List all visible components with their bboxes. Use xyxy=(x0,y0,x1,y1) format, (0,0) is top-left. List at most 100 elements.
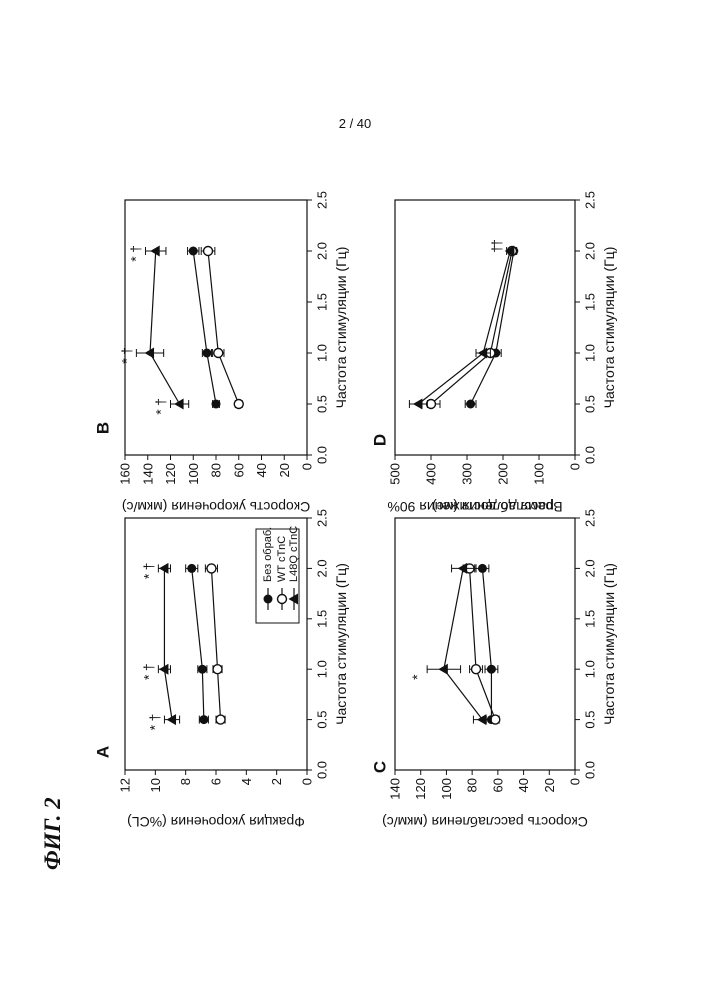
y-tick-label: 120 xyxy=(163,463,178,485)
panel-a-chart: 0.00.51.01.52.02.5024681012Частота стиму… xyxy=(94,509,350,830)
y-tick-label: 80 xyxy=(209,463,224,477)
panel-label: B xyxy=(94,422,113,434)
x-tick-label: 0.5 xyxy=(583,395,598,413)
y-tick-label: 8 xyxy=(178,778,193,785)
x-axis-title: Частота стимуляции (Гц) xyxy=(333,247,349,409)
x-tick-label: 1.0 xyxy=(583,660,598,678)
panel-label: A xyxy=(94,746,113,758)
x-tick-label: 0.0 xyxy=(315,446,330,464)
significance-dagger: † xyxy=(153,398,169,406)
marker-open-circle xyxy=(472,665,481,674)
y-tick-label: 6 xyxy=(209,778,224,785)
x-tick-label: 2.5 xyxy=(315,191,330,209)
marker-filled-circle xyxy=(212,400,221,409)
marker-filled-triangle xyxy=(174,399,184,410)
series-line xyxy=(444,568,483,719)
x-tick-label: 2.0 xyxy=(583,559,598,577)
significance-dagger: † xyxy=(146,714,162,722)
y-tick-label: 20 xyxy=(542,778,557,792)
marker-filled-circle xyxy=(198,665,207,674)
series-line xyxy=(164,568,172,719)
y-tick-label: 400 xyxy=(424,463,439,485)
x-tick-label: 1.5 xyxy=(315,610,330,628)
marker-filled-circle xyxy=(199,715,208,724)
x-tick-label: 2.5 xyxy=(583,191,598,209)
marker-open-circle xyxy=(204,247,213,256)
y-tick-label: 60 xyxy=(231,463,246,477)
y-tick-label: 160 xyxy=(118,463,133,485)
marker-open-circle xyxy=(213,665,222,674)
x-tick-label: 2.5 xyxy=(583,509,598,527)
significance-dagger: † xyxy=(489,245,505,253)
y-tick-label: 140 xyxy=(140,463,155,485)
y-tick-label: 0 xyxy=(568,778,583,785)
marker-filled-circle xyxy=(187,564,196,573)
x-tick-label: 2.0 xyxy=(315,559,330,577)
legend-label: Без обраб. xyxy=(262,527,274,582)
marker-open-circle xyxy=(234,400,243,409)
marker-filled-circle xyxy=(264,595,273,604)
y-tick-label: 100 xyxy=(439,778,454,800)
significance-star: * xyxy=(409,674,425,680)
y-tick-label: 40 xyxy=(254,463,269,477)
marker-filled-circle xyxy=(466,400,475,409)
marker-filled-circle xyxy=(478,564,487,573)
significance-dagger: † xyxy=(127,245,143,253)
y-tick-label: 80 xyxy=(465,778,480,792)
marker-filled-triangle xyxy=(413,399,423,410)
y-axis-title-line-2: расслабления (мс) xyxy=(432,499,554,515)
figure-2: 0.00.51.01.52.02.5024681012Частота стиму… xyxy=(0,0,707,1000)
series-line xyxy=(192,568,204,719)
marker-filled-triangle xyxy=(145,348,155,359)
y-tick-label: 0 xyxy=(300,463,315,470)
series-line xyxy=(193,251,216,404)
y-tick-label: 60 xyxy=(490,778,505,792)
y-tick-label: 0 xyxy=(568,463,583,470)
y-tick-label: 20 xyxy=(277,463,292,477)
x-axis-title: Частота стимуляции (Гц) xyxy=(601,563,617,725)
y-tick-label: 2 xyxy=(269,778,284,785)
marker-filled-triangle xyxy=(477,714,487,725)
marker-filled-circle xyxy=(189,247,198,256)
marker-open-circle xyxy=(216,715,225,724)
series-line xyxy=(418,251,510,404)
legend: Без обраб.WT cTnCL48Q cTnC xyxy=(256,526,300,623)
figure-label: ФИГ. 2 xyxy=(40,760,66,870)
significance-star: * xyxy=(118,358,134,364)
marker-open-circle xyxy=(207,564,216,573)
significance-star: * xyxy=(127,256,143,262)
x-tick-label: 1.5 xyxy=(583,610,598,628)
y-tick-label: 4 xyxy=(239,778,254,785)
legend-label: WT cTnC xyxy=(276,536,288,582)
y-tick-label: 12 xyxy=(118,778,133,792)
series-line xyxy=(211,568,220,719)
marker-filled-triangle xyxy=(438,664,448,675)
x-tick-label: 1.0 xyxy=(583,344,598,362)
legend-label: L48Q cTnC xyxy=(288,526,300,582)
x-tick-label: 1.5 xyxy=(315,293,330,311)
x-tick-label: 2.5 xyxy=(315,509,330,527)
panel-label: C xyxy=(371,761,390,773)
y-tick-label: 100 xyxy=(532,463,547,485)
x-tick-label: 1.0 xyxy=(315,344,330,362)
x-tick-label: 0.0 xyxy=(315,761,330,779)
x-tick-label: 2.0 xyxy=(583,242,598,260)
series-line xyxy=(208,251,239,404)
x-tick-label: 0.0 xyxy=(583,446,598,464)
y-tick-label: 300 xyxy=(460,463,475,485)
panel-label: D xyxy=(371,434,390,446)
x-axis-title: Частота стимуляции (Гц) xyxy=(333,563,349,725)
significance-dagger: † xyxy=(118,347,134,355)
series-line xyxy=(150,251,180,404)
y-tick-label: 140 xyxy=(388,778,403,800)
marker-filled-circle xyxy=(487,665,496,674)
plot-frame xyxy=(395,200,575,455)
y-tick-label: 0 xyxy=(300,778,315,785)
marker-open-circle xyxy=(491,715,500,724)
y-tick-label: 120 xyxy=(413,778,428,800)
marker-filled-triangle xyxy=(159,664,169,675)
x-tick-label: 0.5 xyxy=(583,711,598,729)
x-axis-title: Частота стимуляции (Гц) xyxy=(601,247,617,409)
significance-star: * xyxy=(146,724,162,730)
marker-filled-circle xyxy=(202,349,211,358)
